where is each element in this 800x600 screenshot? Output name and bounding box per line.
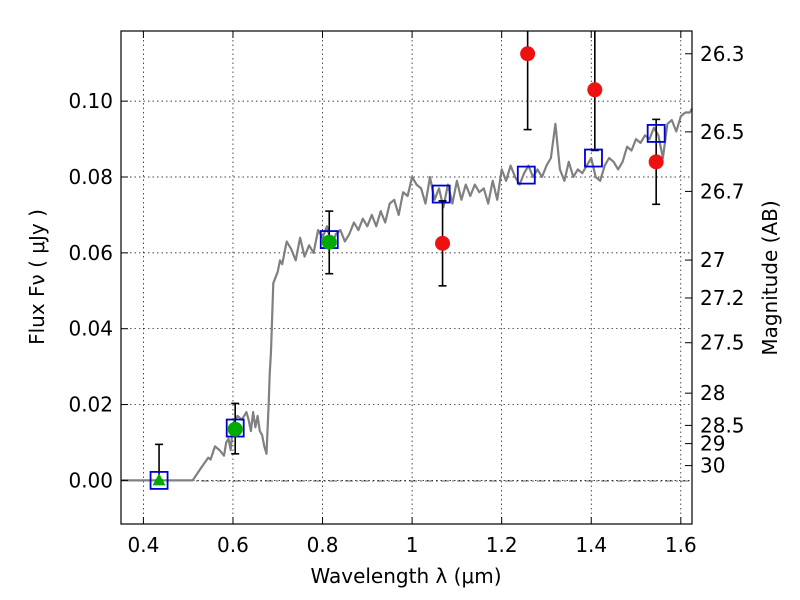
- right-axis-title: Magnitude (AB): [758, 200, 782, 355]
- y-axis-title: Flux Fν ( μJy ): [25, 209, 49, 345]
- model-photometry-square: [516, 165, 536, 185]
- axis-ticks: 0.4 0.6 0.8 1 1.2 1.4 1.6 0.00 0.02 0.04 0.06 0.08 0…: [68, 31, 745, 557]
- model-photometry-square: [149, 470, 169, 490]
- magnitude-tick-label: 27: [700, 248, 725, 272]
- x-tick-label: 0.6: [217, 533, 249, 557]
- y-tick-label: 0.02: [68, 393, 113, 417]
- magnitude-tick-label: 26.3: [700, 42, 745, 66]
- y-tick-label: 0.06: [68, 241, 113, 265]
- spectrum-line: [121, 108, 693, 482]
- plot-area: [121, 31, 693, 490]
- x-tick-label: 1.2: [486, 533, 518, 557]
- magnitude-tick-label: 26.7: [700, 179, 745, 203]
- magnitude-tick-label: 27.2: [700, 286, 745, 310]
- x-axis-title: Wavelength λ (μm): [310, 564, 501, 588]
- y-tick-label: 0.00: [68, 468, 113, 492]
- x-tick-label: 0.8: [307, 533, 339, 557]
- grid-lines: [121, 31, 692, 524]
- model-photometry-square: [584, 148, 603, 168]
- model-photometry-square: [646, 123, 666, 143]
- magnitude-tick-label: 30: [700, 454, 725, 478]
- x-tick-label: 1.4: [575, 533, 607, 557]
- observed-flux-point: [648, 154, 664, 170]
- y-tick-label: 0.04: [68, 317, 113, 341]
- x-tick-label: 1: [406, 533, 419, 557]
- axes-frame: [120, 30, 693, 525]
- magnitude-tick-label: 28.5: [700, 413, 745, 437]
- observed-flux-point: [587, 82, 603, 98]
- upper-limit-triangle: [152, 473, 166, 486]
- magnitude-tick-label: 29: [700, 432, 725, 456]
- observed-flux-point: [520, 46, 536, 62]
- magnitude-tick-label: 27.5: [700, 331, 745, 355]
- y-tick-label: 0.10: [68, 89, 113, 113]
- y-tick-label: 0.08: [68, 165, 113, 189]
- magnitude-tick-label: 26.5: [700, 120, 745, 144]
- magnitude-tick-label: 28: [700, 381, 725, 405]
- model-photometry-square: [431, 184, 451, 204]
- observed-flux-point: [435, 235, 451, 251]
- observed-flux-point: [321, 234, 337, 250]
- x-tick-label: 1.6: [665, 533, 697, 557]
- x-tick-label: 0.4: [127, 533, 159, 557]
- observed-flux-point: [227, 421, 243, 437]
